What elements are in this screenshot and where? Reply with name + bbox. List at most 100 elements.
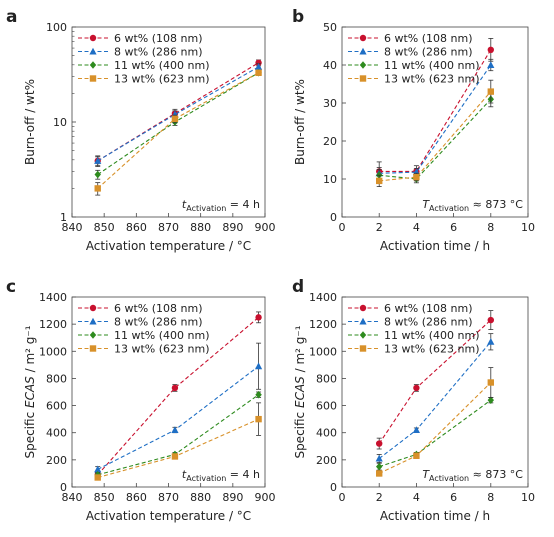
x-tick-label: 900	[255, 221, 276, 234]
plot-frame	[341, 26, 529, 218]
legend-label: 6 wt% (108 nm)	[114, 32, 203, 45]
x-axis-label: Activation temperature / °C	[86, 239, 251, 253]
x-tick-label: 6	[450, 491, 457, 504]
y-tick-label: 50	[323, 21, 337, 34]
panel-c: c 840 850 860 870 880 890 900 0 200 400 600 800 1000 1…	[6, 277, 276, 523]
legend-entry: 8 wt% (286 nm)	[78, 316, 203, 329]
panel-a: a 840 850 860 870 880 890 900 1 10 100 Activation t…	[6, 7, 276, 253]
series-line	[379, 49, 492, 172]
legend-label: 11 wt% (400 nm)	[384, 329, 480, 342]
x-tick-label: 870	[158, 221, 179, 234]
series-line	[379, 399, 492, 468]
legend-marker	[359, 47, 367, 55]
data-point	[413, 452, 420, 459]
y-tick-label: 1	[60, 211, 67, 224]
data-point	[376, 177, 383, 185]
legend-label: 8 wt% (286 nm)	[384, 316, 473, 329]
condition-annotation: tActivation = 4 h	[182, 198, 260, 213]
data-point	[171, 453, 179, 460]
data-point	[487, 337, 495, 345]
legend-marker	[359, 345, 367, 352]
y-tick-label: 800	[316, 372, 337, 385]
series-line	[379, 91, 492, 182]
data-point	[254, 362, 263, 370]
y-tick-label: 200	[316, 454, 337, 467]
legend-marker	[89, 304, 97, 312]
y-tick-label: 1200	[309, 318, 337, 331]
legend-label: 11 wt% (400 nm)	[114, 329, 210, 342]
y-tick-label: 1200	[39, 318, 67, 331]
panel-b: b 0 2 4 6 8 10 0 10 20 30 40 50 Activation time / h Bu…	[292, 7, 535, 253]
series-square	[94, 69, 262, 196]
x-tick-label: 840	[62, 491, 83, 504]
legend-marker	[359, 61, 367, 69]
plot-frame	[341, 296, 529, 488]
x-axis-label: Activation time / h	[380, 509, 490, 523]
legend-entry: 6 wt% (108 nm)	[348, 302, 473, 315]
legend-label: 13 wt% (623 nm)	[384, 73, 480, 86]
series-line	[97, 365, 259, 470]
legend-entry: 8 wt% (286 nm)	[348, 46, 473, 59]
legend-label: 6 wt% (108 nm)	[384, 32, 473, 45]
legend-label: 6 wt% (108 nm)	[384, 302, 473, 315]
data-point	[412, 426, 420, 433]
legend-marker	[89, 34, 97, 42]
series-diamond	[376, 396, 494, 471]
legend-entry: 8 wt% (286 nm)	[348, 316, 473, 329]
x-tick-label: 6	[450, 221, 457, 234]
x-axis-label: Activation time / h	[380, 239, 490, 253]
y-axis-label: Specific ECAS / m² g⁻¹	[23, 325, 37, 458]
data-point	[94, 170, 101, 179]
legend-entry: 6 wt% (108 nm)	[348, 32, 473, 45]
x-tick-label: 10	[521, 221, 535, 234]
legend-entry: 11 wt% (400 nm)	[78, 59, 210, 72]
x-tick-label: 4	[413, 491, 420, 504]
panel-letter: b	[292, 7, 304, 27]
condition-annotation: TActivation ≈ 873 °C	[422, 468, 523, 483]
legend-marker	[89, 345, 97, 352]
data-point	[487, 46, 494, 53]
series-line	[97, 316, 259, 476]
series-circle	[376, 310, 494, 450]
data-point	[171, 426, 179, 433]
y-tick-label: 800	[46, 372, 67, 385]
legend-entry: 13 wt% (623 nm)	[78, 73, 210, 86]
y-tick-label: 600	[316, 400, 337, 413]
x-tick-label: 2	[376, 221, 383, 234]
legend-marker	[89, 317, 97, 325]
legend-marker	[359, 331, 367, 339]
y-tick-label: 10	[53, 116, 67, 129]
legend-label: 11 wt% (400 nm)	[384, 59, 480, 72]
data-point	[487, 61, 495, 68]
legend-label: 8 wt% (286 nm)	[114, 316, 203, 329]
x-tick-label: 880	[190, 221, 211, 234]
panel-letter: d	[292, 277, 304, 297]
data-point	[487, 396, 494, 404]
legend-marker	[89, 75, 97, 82]
data-point	[375, 454, 383, 462]
x-tick-label: 860	[126, 221, 147, 234]
data-point	[376, 462, 383, 471]
y-tick-label: 10	[323, 173, 337, 186]
data-point	[487, 88, 494, 95]
legend-entry: 11 wt% (400 nm)	[78, 329, 210, 342]
legend-marker	[359, 34, 367, 42]
data-point	[255, 69, 262, 76]
y-tick-label: 0	[330, 481, 337, 494]
legend-marker	[89, 331, 97, 339]
data-point	[376, 440, 383, 447]
data-point	[376, 470, 383, 477]
y-tick-label: 40	[323, 59, 337, 72]
legend-label: 6 wt% (108 nm)	[114, 302, 203, 315]
data-point	[255, 59, 262, 66]
x-tick-label: 850	[94, 221, 115, 234]
x-tick-label: 0	[339, 491, 346, 504]
x-tick-label: 0	[339, 221, 346, 234]
data-point	[413, 173, 420, 181]
legend-marker	[359, 75, 367, 82]
data-point	[94, 465, 102, 473]
legend-label: 13 wt% (623 nm)	[114, 73, 210, 86]
y-axis-label: Burn-off / wt%	[293, 79, 307, 165]
legend-entry: 8 wt% (286 nm)	[78, 46, 203, 59]
